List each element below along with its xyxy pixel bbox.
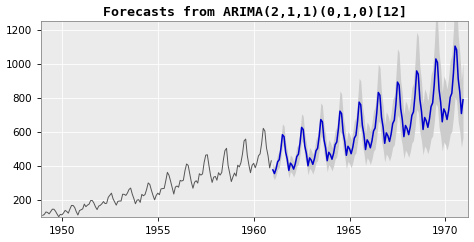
Title: Forecasts from ARIMA(2,1,1)(0,1,0)[12]: Forecasts from ARIMA(2,1,1)(0,1,0)[12] (103, 6, 407, 19)
